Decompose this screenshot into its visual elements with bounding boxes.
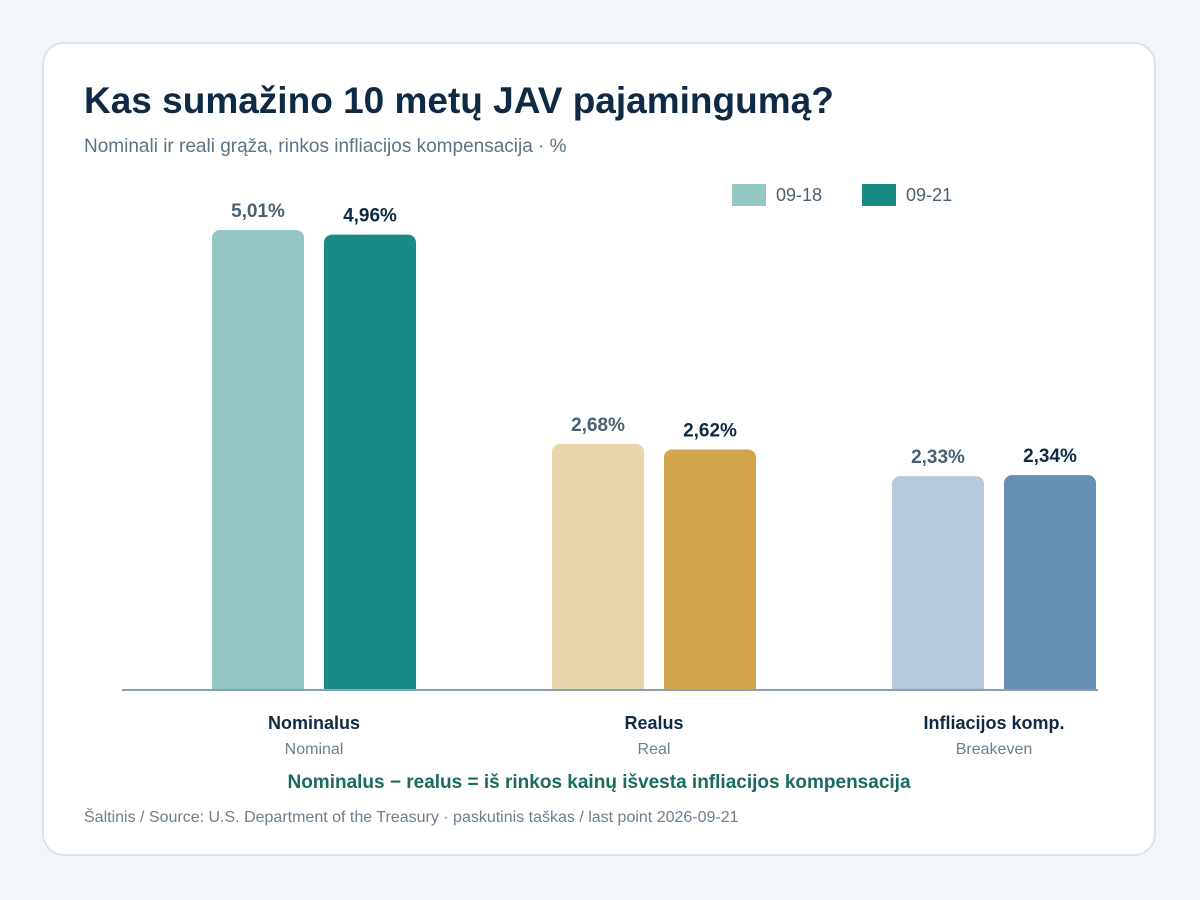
value-label-nominalus-series-1: 5,01% bbox=[231, 201, 285, 222]
category-label-realus: Realus bbox=[624, 713, 683, 733]
legend-swatch-09-21 bbox=[862, 184, 897, 206]
value-label-realus-series-2: 2,62% bbox=[683, 420, 737, 441]
chart-source: Šaltinis / Source: U.S. Department of th… bbox=[84, 809, 739, 826]
category-sublabel-nominalus: Nominal bbox=[285, 741, 344, 758]
bar-nominalus-series-2 bbox=[324, 234, 416, 696]
chart-note: Nominalus − realus = iš rinkos kainų išv… bbox=[287, 772, 911, 793]
legend-label-09-21: 09-21 bbox=[906, 184, 953, 205]
bar-infliacijos-komp-series-1 bbox=[892, 476, 984, 696]
value-label-nominalus-series-2: 4,96% bbox=[343, 206, 397, 227]
category-label-infliacijos-komp: Infliacijos komp. bbox=[923, 713, 1064, 733]
legend-label-09-18: 09-18 bbox=[776, 184, 823, 205]
category-label-nominalus: Nominalus bbox=[268, 713, 360, 733]
value-label-realus-series-1: 2,68% bbox=[571, 415, 625, 436]
chart-card: Kas sumažino 10 metų JAV pajamingumą? No… bbox=[42, 42, 1156, 856]
chart-subtitle: Nominali ir reali grąža, rinkos infliaci… bbox=[84, 136, 567, 157]
legend-item-09-21: 09-21 bbox=[862, 184, 952, 206]
value-label-infliacijos-komp-series-1: 2,33% bbox=[911, 447, 965, 468]
legend-item-09-18: 09-18 bbox=[732, 184, 822, 206]
legend-swatch-09-18 bbox=[732, 184, 766, 206]
value-label-infliacijos-komp-series-2: 2,34% bbox=[1023, 446, 1077, 467]
baseline-mask bbox=[144, 690, 1104, 698]
chart-title: Kas sumažino 10 metų JAV pajamingumą? bbox=[84, 80, 834, 121]
bar-realus-series-1 bbox=[552, 443, 644, 696]
bar-infliacijos-komp-series-2 bbox=[1004, 475, 1096, 696]
bar-nominalus-series-1 bbox=[212, 230, 304, 696]
bar-chart: 5,01% 4,96% Nominalus Nominal 2,68% 2,62% Real… bbox=[122, 201, 1104, 758]
category-sublabel-realus: Real bbox=[638, 741, 671, 758]
legend: 09-18 09-21 bbox=[732, 184, 992, 206]
category-sublabel-infliacijos-komp: Breakeven bbox=[956, 741, 1033, 758]
bar-realus-series-2 bbox=[664, 449, 756, 696]
